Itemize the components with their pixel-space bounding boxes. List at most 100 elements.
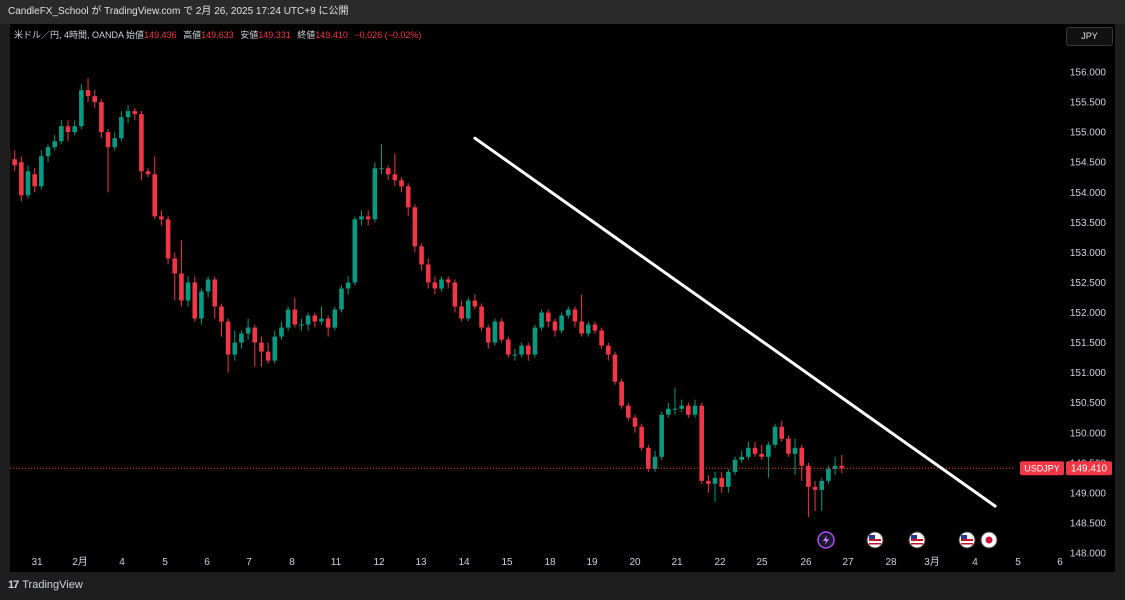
candle-body	[672, 408, 678, 410]
candle-body	[239, 333, 244, 343]
candle-body	[692, 405, 698, 415]
candle-body	[792, 447, 798, 454]
time-tick-label: 3月	[924, 556, 940, 568]
candle-body	[666, 408, 671, 415]
candle-body	[145, 171, 151, 175]
time-tick-label: 21	[671, 557, 683, 568]
candle-body	[592, 324, 598, 331]
candle-body	[392, 174, 398, 181]
time-tick-label: 15	[501, 557, 513, 568]
candle-body	[79, 90, 84, 127]
price-tick-label: 148.500	[1070, 518, 1107, 529]
tradingview-logo[interactable]: 17 TradingView	[8, 579, 83, 591]
candle-body	[112, 138, 118, 148]
time-tick-label: 19	[586, 557, 598, 568]
us-flag-stripe-icon	[961, 539, 973, 541]
us-flag-stripe-icon	[869, 539, 881, 541]
candle-body	[612, 354, 618, 382]
currency-button[interactable]: JPY	[1066, 27, 1113, 46]
candle-body	[165, 219, 171, 259]
candle-body	[766, 444, 771, 457]
time-axis: 31 2月 4 5 6 7 8 11 12 13 14 15 18 19 20 21 22 25 26 27 28 3月 4…	[31, 556, 1063, 568]
candle-body	[812, 486, 818, 490]
time-tick-label: 13	[415, 557, 427, 568]
bottom-bar: 17 TradingView	[0, 572, 1125, 600]
candle-body	[405, 186, 411, 208]
candle-body	[499, 321, 504, 340]
candle-body	[259, 342, 264, 352]
candle-body	[799, 447, 805, 466]
price-tick-label: 155.500	[1070, 98, 1107, 109]
jp-flag-dot-icon	[985, 536, 993, 544]
candlestick-chart[interactable]: 156.000 155.500 155.000 154.500 154.000 153.5…	[10, 24, 1115, 572]
symbol-info-legend: 米ドル／円, 4時間, OANDA 始値149.436 高値149.633 安値…	[14, 28, 425, 41]
candle-body	[85, 90, 91, 97]
candle-body	[659, 414, 664, 457]
last-price-label: 149.410	[1071, 464, 1108, 475]
high-label: 高値	[183, 30, 202, 40]
candle-body	[826, 468, 831, 481]
candles-layer	[10, 78, 845, 517]
tradingview-logo-icon: 17	[8, 579, 19, 591]
candle-body	[732, 459, 738, 472]
candle-body	[345, 282, 351, 289]
candle-body	[305, 315, 311, 325]
price-tick-label: 154.000	[1070, 188, 1107, 199]
price-tick-label: 153.000	[1070, 248, 1107, 259]
time-tick-label: 5	[162, 557, 168, 568]
candle-body	[652, 456, 658, 469]
time-tick-label: 11	[331, 557, 342, 568]
us-flag-canton-icon	[961, 535, 967, 539]
flash-bolt-icon	[823, 535, 829, 545]
candle-body	[632, 417, 638, 427]
candle-body	[806, 465, 811, 487]
candle-body	[19, 162, 24, 196]
candle-body	[52, 141, 57, 148]
price-tick-label: 151.000	[1070, 368, 1107, 379]
candle-body	[119, 117, 124, 139]
candle-body	[552, 321, 558, 331]
candle-body	[179, 273, 184, 301]
candle-body	[752, 447, 758, 454]
candle-body	[512, 354, 518, 356]
candle-body	[359, 216, 364, 220]
candle-body	[199, 291, 204, 319]
candle-body	[739, 456, 744, 460]
time-tick-label: 22	[714, 557, 726, 568]
candle-body	[545, 312, 551, 322]
candle-body	[485, 327, 491, 343]
low-value: 149.331	[258, 30, 291, 40]
candle-body	[839, 465, 845, 469]
candle-body	[759, 453, 765, 457]
candle-body	[299, 324, 304, 326]
candle-body	[412, 207, 418, 247]
candle-body	[532, 327, 538, 355]
close-label: 終値	[297, 30, 316, 40]
candle-body	[125, 111, 131, 118]
candle-body	[45, 147, 51, 157]
time-tick-label: 18	[544, 557, 556, 568]
candle-body	[452, 282, 458, 307]
candle-body	[585, 324, 591, 334]
candle-body	[579, 321, 584, 334]
candle-body	[139, 114, 144, 172]
candle-body	[419, 246, 424, 265]
candle-body	[445, 279, 451, 283]
candle-body	[492, 321, 498, 343]
candle-body	[519, 345, 524, 355]
time-tick-label: 20	[629, 557, 641, 568]
open-label: 始値	[126, 30, 145, 40]
chart-area[interactable]: 156.000 155.500 155.000 154.500 154.000 153.5…	[10, 24, 1115, 572]
candle-body	[525, 345, 531, 355]
candle-body	[439, 279, 444, 289]
candle-body	[459, 306, 464, 319]
time-tick-label: 28	[885, 557, 897, 568]
candle-body	[746, 447, 751, 457]
candle-body	[39, 156, 44, 187]
trendline	[473, 136, 997, 508]
candle-body	[265, 351, 271, 361]
candle-body	[719, 477, 724, 487]
low-label: 安値	[240, 30, 259, 40]
candle-body	[72, 126, 77, 133]
time-tick-label: 7	[246, 557, 252, 568]
